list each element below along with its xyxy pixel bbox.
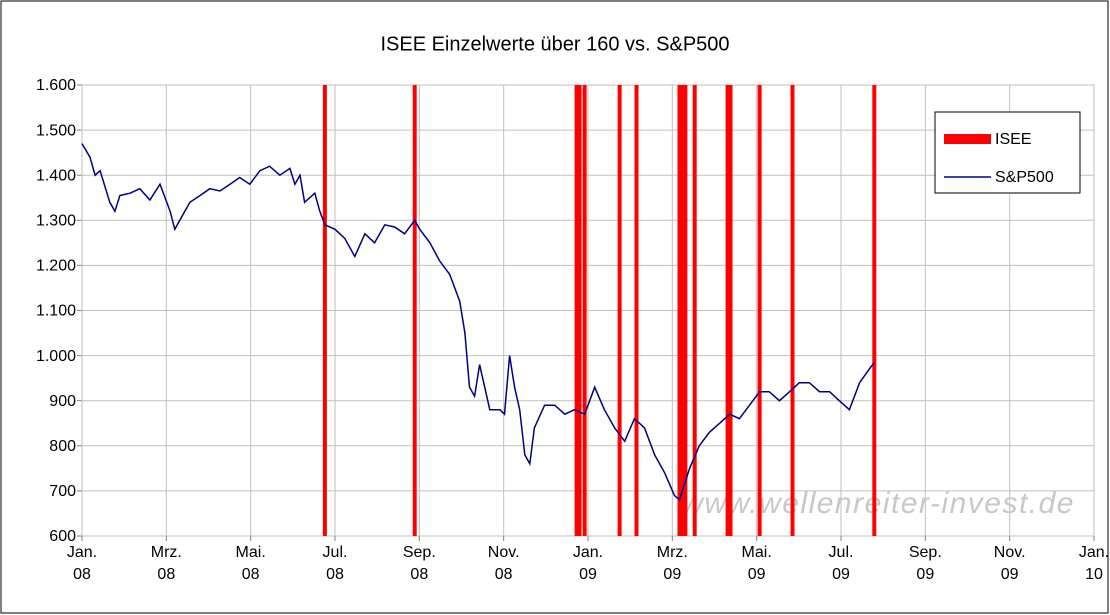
x-tick-label: Mrz. 08 — [150, 544, 182, 583]
chart-title: ISEE Einzelwerte über 160 vs. S&P500 — [380, 33, 729, 55]
isee-bar — [728, 85, 733, 536]
isee-bar — [322, 85, 327, 536]
x-tick-label: Sep. 09 — [908, 544, 942, 583]
y-tick-label: 1.600 — [36, 77, 76, 94]
line-series — [81, 143, 875, 502]
x-tick-label: Jan. 09 — [572, 544, 604, 583]
isee-bar — [574, 85, 579, 536]
y-tick-label: 700 — [49, 483, 76, 500]
x-tick-label: Jul. 08 — [322, 544, 348, 583]
isee-bar — [617, 85, 622, 536]
y-tick-label: 1.200 — [36, 258, 76, 275]
x-tick-label: Jan. 08 — [66, 544, 98, 583]
y-tick-label: 1.400 — [36, 167, 76, 184]
y-tick-label: 600 — [49, 528, 76, 545]
y-tick-label: 800 — [49, 438, 76, 455]
x-tick-label: Mai. 09 — [741, 544, 772, 583]
legend-swatch — [944, 134, 991, 144]
isee-bar — [692, 85, 697, 536]
isee-bar — [634, 85, 639, 536]
legend-box — [934, 111, 1081, 194]
isee-bar — [680, 85, 685, 536]
isee-bar — [683, 85, 688, 536]
legend-label: ISEE — [995, 131, 1031, 148]
isee-bar — [757, 85, 762, 536]
x-tick-label: Nov. 08 — [487, 544, 520, 583]
x-tick-label: Sep. 08 — [402, 544, 436, 583]
isee-bar — [412, 85, 417, 536]
isee-bar — [872, 85, 877, 536]
x-tick-label: Mrz. 09 — [656, 544, 688, 583]
isee-bar — [582, 85, 587, 536]
y-tick-label: 1.500 — [36, 122, 76, 139]
isee-bar — [725, 85, 730, 536]
y-tick-label: 900 — [49, 393, 76, 410]
isee-bar — [790, 85, 795, 536]
x-tick-label: Jul. 09 — [828, 544, 854, 583]
legend-label: S&P500 — [995, 169, 1054, 186]
y-tick-label: 1.100 — [36, 303, 76, 320]
x-tick-label: Jan. 10 — [1078, 544, 1110, 583]
isee-bar — [677, 85, 682, 536]
isee-bar — [577, 85, 582, 536]
watermark: www.wellenreiter-invest.de — [681, 487, 1075, 520]
y-tick-label: 1.000 — [36, 348, 76, 365]
x-tick-label: Mai. 08 — [235, 544, 266, 583]
y-tick-label: 1.300 — [36, 213, 76, 230]
x-tick-label: Nov. 09 — [993, 544, 1026, 583]
